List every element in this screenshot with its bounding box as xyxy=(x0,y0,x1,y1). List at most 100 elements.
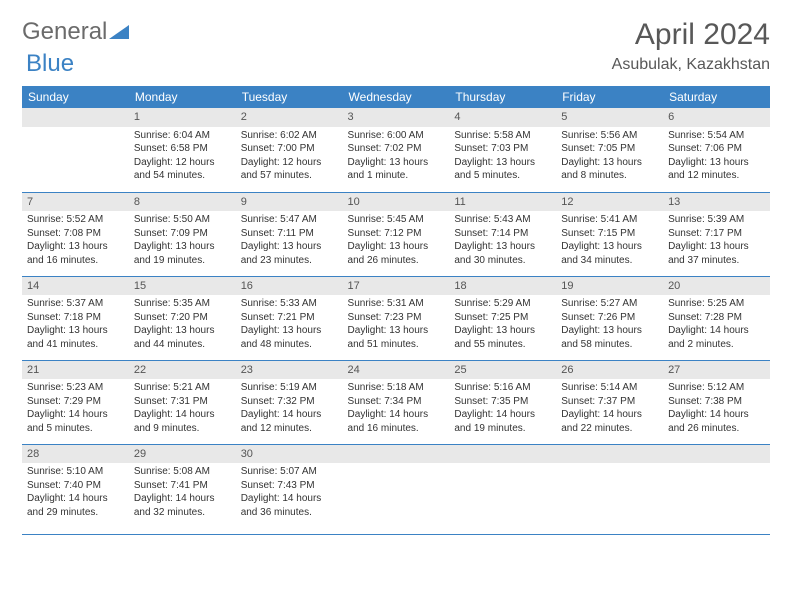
calendar-cell: 29Sunrise: 5:08 AMSunset: 7:41 PMDayligh… xyxy=(129,444,236,534)
cell-line: Sunset: 7:21 PM xyxy=(241,311,338,325)
cell-line: Sunrise: 5:29 AM xyxy=(454,297,551,311)
weekday-header: Sunday xyxy=(22,86,129,108)
calendar-cell: 17Sunrise: 5:31 AMSunset: 7:23 PMDayligh… xyxy=(343,276,450,360)
cell-line: Sunrise: 5:41 AM xyxy=(561,213,658,227)
day-number: 26 xyxy=(556,361,663,380)
day-number: 29 xyxy=(129,445,236,464)
day-number: 18 xyxy=(449,277,556,296)
cell-line: Daylight: 13 hours xyxy=(668,240,765,254)
cell-line: Sunset: 7:37 PM xyxy=(561,395,658,409)
cell-line: Daylight: 14 hours xyxy=(134,408,231,422)
cell-line: and 2 minutes. xyxy=(668,338,765,352)
calendar-cell xyxy=(556,444,663,534)
cell-line: Sunset: 7:26 PM xyxy=(561,311,658,325)
cell-line: Sunrise: 5:58 AM xyxy=(454,129,551,143)
cell-line: and 19 minutes. xyxy=(134,254,231,268)
cell-line: Sunset: 7:03 PM xyxy=(454,142,551,156)
calendar-cell: 5Sunrise: 5:56 AMSunset: 7:05 PMDaylight… xyxy=(556,108,663,192)
calendar-week-row: 14Sunrise: 5:37 AMSunset: 7:18 PMDayligh… xyxy=(22,276,770,360)
cell-line: Daylight: 14 hours xyxy=(454,408,551,422)
cell-line: and 58 minutes. xyxy=(561,338,658,352)
cell-line: Sunrise: 5:08 AM xyxy=(134,465,231,479)
day-number-empty xyxy=(22,108,129,127)
cell-line: Sunset: 7:15 PM xyxy=(561,227,658,241)
cell-line: Sunrise: 6:00 AM xyxy=(348,129,445,143)
cell-body xyxy=(449,463,556,469)
cell-body xyxy=(343,463,450,469)
day-number: 15 xyxy=(129,277,236,296)
cell-line: Sunrise: 5:56 AM xyxy=(561,129,658,143)
weekday-header: Tuesday xyxy=(236,86,343,108)
calendar-cell: 14Sunrise: 5:37 AMSunset: 7:18 PMDayligh… xyxy=(22,276,129,360)
cell-body: Sunrise: 5:39 AMSunset: 7:17 PMDaylight:… xyxy=(663,211,770,271)
calendar-week-row: 1Sunrise: 6:04 AMSunset: 6:58 PMDaylight… xyxy=(22,108,770,192)
cell-body: Sunrise: 5:52 AMSunset: 7:08 PMDaylight:… xyxy=(22,211,129,271)
calendar-cell: 7Sunrise: 5:52 AMSunset: 7:08 PMDaylight… xyxy=(22,192,129,276)
calendar-cell xyxy=(343,444,450,534)
day-number-empty xyxy=(556,445,663,464)
cell-line: Sunrise: 5:35 AM xyxy=(134,297,231,311)
day-number: 9 xyxy=(236,193,343,212)
cell-line: Sunset: 7:18 PM xyxy=(27,311,124,325)
cell-body: Sunrise: 5:56 AMSunset: 7:05 PMDaylight:… xyxy=(556,127,663,187)
cell-line: and 51 minutes. xyxy=(348,338,445,352)
calendar-week-row: 21Sunrise: 5:23 AMSunset: 7:29 PMDayligh… xyxy=(22,360,770,444)
cell-line: Daylight: 13 hours xyxy=(561,324,658,338)
cell-body: Sunrise: 5:16 AMSunset: 7:35 PMDaylight:… xyxy=(449,379,556,439)
calendar-cell: 20Sunrise: 5:25 AMSunset: 7:28 PMDayligh… xyxy=(663,276,770,360)
cell-line: and 57 minutes. xyxy=(241,169,338,183)
day-number-empty xyxy=(663,445,770,464)
cell-line: Sunset: 7:32 PM xyxy=(241,395,338,409)
calendar-cell: 3Sunrise: 6:00 AMSunset: 7:02 PMDaylight… xyxy=(343,108,450,192)
cell-line: Sunrise: 5:07 AM xyxy=(241,465,338,479)
calendar-cell: 18Sunrise: 5:29 AMSunset: 7:25 PMDayligh… xyxy=(449,276,556,360)
calendar-cell: 10Sunrise: 5:45 AMSunset: 7:12 PMDayligh… xyxy=(343,192,450,276)
day-number-empty xyxy=(449,445,556,464)
calendar-cell xyxy=(449,444,556,534)
cell-line: Sunset: 6:58 PM xyxy=(134,142,231,156)
day-number: 1 xyxy=(129,108,236,127)
cell-body: Sunrise: 5:43 AMSunset: 7:14 PMDaylight:… xyxy=(449,211,556,271)
calendar-cell: 19Sunrise: 5:27 AMSunset: 7:26 PMDayligh… xyxy=(556,276,663,360)
cell-line: Daylight: 13 hours xyxy=(134,240,231,254)
cell-line: and 19 minutes. xyxy=(454,422,551,436)
cell-line: Sunrise: 5:37 AM xyxy=(27,297,124,311)
cell-line: Sunset: 7:40 PM xyxy=(27,479,124,493)
cell-line: Sunset: 7:34 PM xyxy=(348,395,445,409)
cell-body: Sunrise: 5:25 AMSunset: 7:28 PMDaylight:… xyxy=(663,295,770,355)
cell-body: Sunrise: 5:18 AMSunset: 7:34 PMDaylight:… xyxy=(343,379,450,439)
cell-line: Sunset: 7:43 PM xyxy=(241,479,338,493)
calendar-cell: 1Sunrise: 6:04 AMSunset: 6:58 PMDaylight… xyxy=(129,108,236,192)
cell-line: Sunrise: 5:10 AM xyxy=(27,465,124,479)
cell-line: and 16 minutes. xyxy=(27,254,124,268)
cell-line: Sunrise: 5:50 AM xyxy=(134,213,231,227)
day-number: 8 xyxy=(129,193,236,212)
cell-body: Sunrise: 5:54 AMSunset: 7:06 PMDaylight:… xyxy=(663,127,770,187)
cell-line: and 44 minutes. xyxy=(134,338,231,352)
cell-body: Sunrise: 5:23 AMSunset: 7:29 PMDaylight:… xyxy=(22,379,129,439)
cell-line: Sunset: 7:31 PM xyxy=(134,395,231,409)
cell-line: and 22 minutes. xyxy=(561,422,658,436)
cell-line: and 9 minutes. xyxy=(134,422,231,436)
cell-body: Sunrise: 5:58 AMSunset: 7:03 PMDaylight:… xyxy=(449,127,556,187)
cell-line: and 26 minutes. xyxy=(348,254,445,268)
calendar-table: SundayMondayTuesdayWednesdayThursdayFrid… xyxy=(22,86,770,535)
cell-line: and 32 minutes. xyxy=(134,506,231,520)
cell-line: Sunset: 7:11 PM xyxy=(241,227,338,241)
cell-line: Sunset: 7:38 PM xyxy=(668,395,765,409)
day-number: 10 xyxy=(343,193,450,212)
day-number: 19 xyxy=(556,277,663,296)
cell-line: and 29 minutes. xyxy=(27,506,124,520)
calendar-cell: 8Sunrise: 5:50 AMSunset: 7:09 PMDaylight… xyxy=(129,192,236,276)
weekday-row: SundayMondayTuesdayWednesdayThursdayFrid… xyxy=(22,86,770,108)
cell-line: Daylight: 13 hours xyxy=(241,324,338,338)
cell-line: Daylight: 14 hours xyxy=(668,324,765,338)
cell-line: Sunrise: 5:16 AM xyxy=(454,381,551,395)
logo-triangle-icon xyxy=(109,23,131,41)
cell-line: Daylight: 13 hours xyxy=(561,156,658,170)
cell-line: and 5 minutes. xyxy=(454,169,551,183)
cell-line: Daylight: 13 hours xyxy=(348,240,445,254)
cell-body xyxy=(22,127,129,133)
cell-line: Sunset: 7:09 PM xyxy=(134,227,231,241)
cell-line: Sunrise: 5:14 AM xyxy=(561,381,658,395)
